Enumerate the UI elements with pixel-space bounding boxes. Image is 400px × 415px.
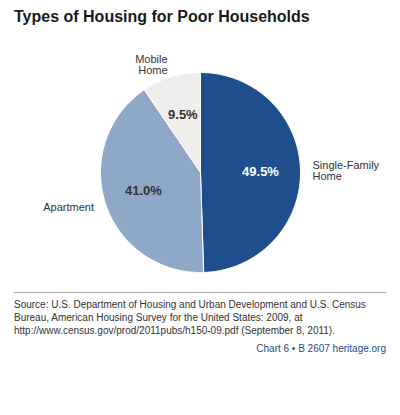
- svg-text:Apartment: Apartment: [43, 201, 94, 213]
- html-text:Chart 6 • B 2607 heritage.org: Chart 6 • B 2607 heritage.org: [256, 343, 386, 354]
- svg-text:9.5%: 9.5%: [168, 107, 198, 122]
- svg-text:MobileHome: MobileHome: [135, 53, 167, 76]
- svg-text:41.0%: 41.0%: [125, 183, 162, 198]
- html-text:Source: U.S. Department of Hou: Source: U.S. Department of Housing and U…: [14, 299, 366, 336]
- html-text:Types of Housing for Poor Hous: Types of Housing for Poor Households: [14, 8, 310, 25]
- svg-text:Single-FamilyHome: Single-FamilyHome: [312, 159, 379, 182]
- svg-text:49.5%: 49.5%: [242, 164, 279, 179]
